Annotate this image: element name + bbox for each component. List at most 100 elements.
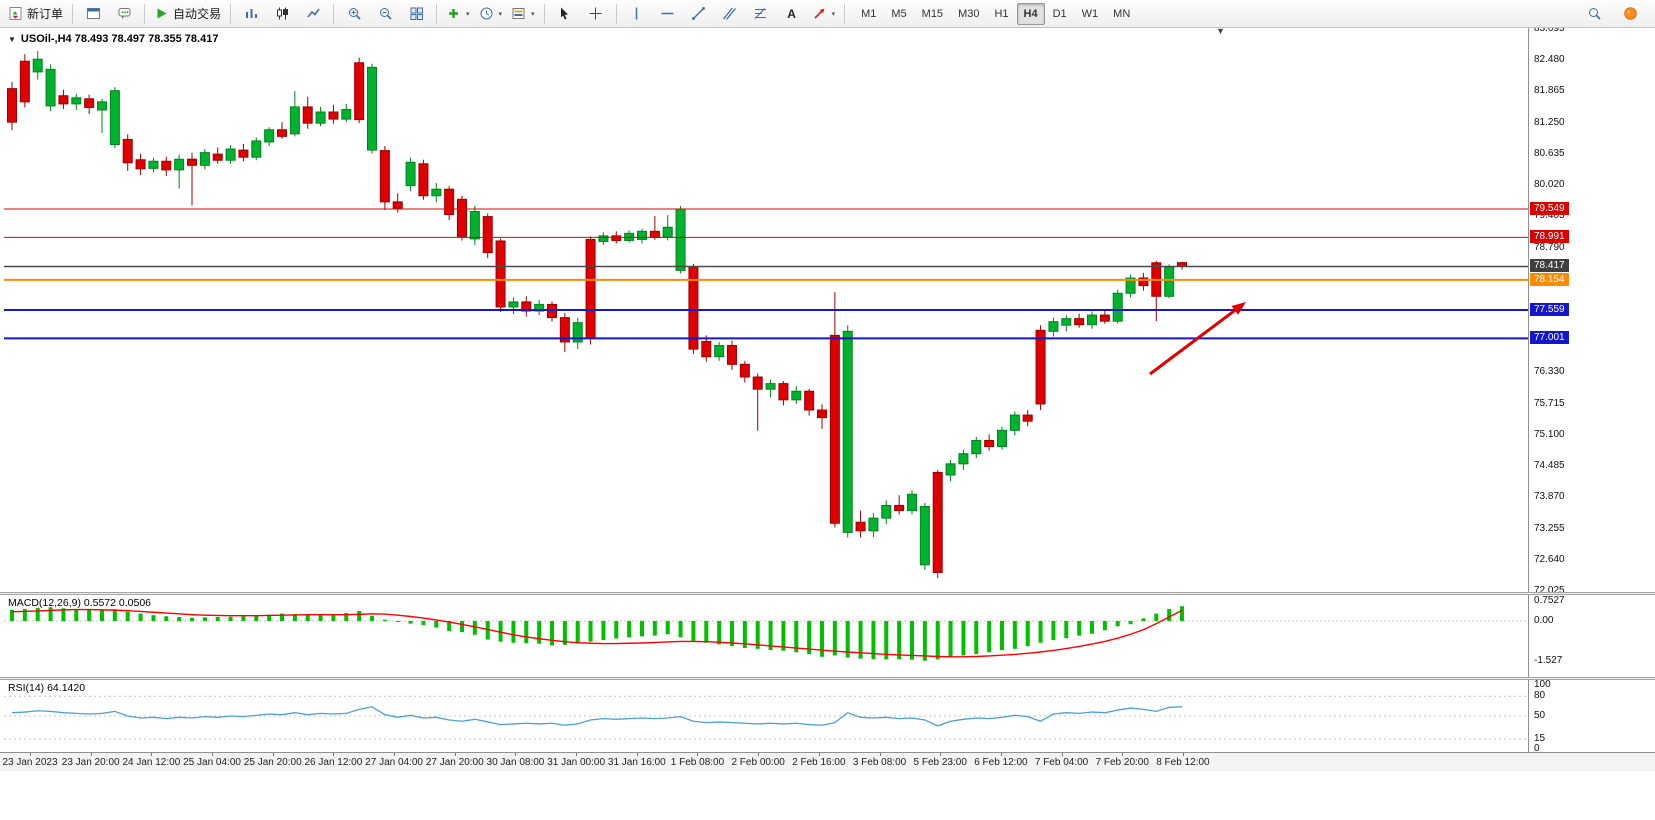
chevron-down-icon: ▾ xyxy=(466,10,470,18)
panel-splitter[interactable] xyxy=(0,592,1655,595)
zoom-in-button[interactable] xyxy=(339,3,369,25)
time-axis-tick xyxy=(758,753,760,756)
rsi-axis[interactable]: 100 80 50 15 0 xyxy=(1528,680,1655,752)
zoom-out-icon xyxy=(379,8,392,20)
timeframe-button-M15[interactable]: M15 xyxy=(921,7,944,20)
line-chart-icon xyxy=(306,8,320,18)
time-axis-label: 27 Jan 04:00 xyxy=(365,757,423,768)
time-axis-label: 31 Jan 00:00 xyxy=(547,757,606,768)
trendline-button[interactable] xyxy=(684,3,714,25)
price-axis[interactable]: 83.095 82.480 81.865 81.250 80.635 80.020 79.4… xyxy=(1528,28,1655,592)
data-window-button[interactable] xyxy=(109,3,139,25)
templates-button[interactable]: ▾ xyxy=(507,3,539,25)
chevron-down-icon: ▾ xyxy=(498,10,503,18)
time-axis-label: 30 Jan 08:00 xyxy=(486,757,545,768)
periods-button[interactable]: ▾ xyxy=(475,3,507,25)
macd-axis-label: -1.527 xyxy=(1534,655,1563,667)
horizontal-line-button[interactable] xyxy=(653,3,683,25)
candlestick-chart-button[interactable] xyxy=(267,3,297,25)
price-axis-label: 78.790 xyxy=(1534,241,1565,253)
timeframe-button-M1[interactable]: M1 xyxy=(861,7,877,20)
time-axis-label: 23 Jan 20:00 xyxy=(61,757,120,768)
chart-title-row: ▼ USOil-,H4 78.493 78.497 78.355 78.417 xyxy=(8,33,218,45)
time-axis-tick xyxy=(1122,753,1124,756)
channel-icon xyxy=(723,7,737,20)
search-button[interactable] xyxy=(1579,3,1609,25)
time-axis-label: 23 Jan 2023 xyxy=(2,757,58,768)
toolbar-separator xyxy=(333,3,335,24)
price-axis-label: 80.020 xyxy=(1534,179,1565,191)
panel-splitter[interactable] xyxy=(0,677,1655,680)
clock-icon xyxy=(480,7,493,20)
price-axis-label: 79.405 xyxy=(1534,210,1565,222)
crosshair-button[interactable] xyxy=(581,3,611,25)
price-badge: 78.154 xyxy=(1530,272,1569,286)
market-watch-icon xyxy=(86,8,100,19)
timeframe-button-MN[interactable]: MN xyxy=(1113,7,1131,20)
timeframe-button-W1[interactable]: W1 xyxy=(1081,7,1099,20)
timeframe-button-H4[interactable]: H4 xyxy=(1016,2,1045,25)
tile-windows-button[interactable] xyxy=(401,3,431,25)
time-axis-tick xyxy=(272,753,274,756)
time-axis-tick xyxy=(90,753,92,756)
time-axis-label: 7 Feb 04:00 xyxy=(1034,757,1089,768)
new-order-icon xyxy=(9,7,22,20)
price-badge: 77.001 xyxy=(1530,331,1569,345)
timeframe-button-D1[interactable]: D1 xyxy=(1052,7,1067,20)
timeframe-button-M30[interactable]: M30 xyxy=(958,7,980,20)
time-axis-label: 1 Feb 08:00 xyxy=(670,757,725,768)
macd-axis[interactable]: 0.7527 0.00 -1.527 xyxy=(1528,595,1655,677)
time-axis-tick xyxy=(394,753,396,756)
chat-bubble-icon xyxy=(118,8,131,19)
price-axis-label: 73.870 xyxy=(1534,491,1565,503)
macd-signal-line xyxy=(11,608,1183,658)
trend-arrow-head[interactable] xyxy=(1231,302,1247,315)
time-axis-tick xyxy=(1000,753,1002,756)
chart-shift-marker[interactable]: ▼ xyxy=(1216,28,1225,36)
time-axis-tick xyxy=(333,753,335,756)
macd-label: MACD(12,26,9) 0.5572 0.0506 xyxy=(8,597,152,609)
autotrading-button[interactable]: 自动交易 xyxy=(150,3,225,25)
cursor-button[interactable] xyxy=(550,3,580,25)
time-axis-label: 26 Jan 12:00 xyxy=(304,757,363,768)
price-axis-label: 81.250 xyxy=(1534,116,1565,128)
rsi-panel: RSI(14) 64.1420 100 80 50 15 0 xyxy=(0,680,1655,752)
time-axis-label: 6 Feb 12:00 xyxy=(974,757,1028,768)
timeframe-button-H1[interactable]: H1 xyxy=(994,7,1009,20)
time-axis-label: 5 Feb 23:00 xyxy=(913,757,967,768)
autotrading-label: 自动交易 xyxy=(173,7,222,21)
time-axis-tick xyxy=(212,753,214,756)
line-chart-button[interactable] xyxy=(298,3,328,25)
template-icon xyxy=(512,8,525,19)
new-order-button[interactable]: 新订单 xyxy=(4,3,67,25)
time-axis-label: 2 Feb 16:00 xyxy=(792,757,846,768)
macd-panel: MACD(12,26,9) 0.5572 0.0506 0.7527 0.00 -1… xyxy=(0,595,1655,677)
time-axis-tick xyxy=(515,753,517,756)
price-chart-panel: ▼ USOil-,H4 78.493 78.497 78.355 78.417 … xyxy=(0,28,1655,592)
time-axis[interactable]: 23 Jan 2023 23 Jan 20:00 24 Jan 12:00 25 Ja… xyxy=(0,752,1655,771)
trend-arrow-annotation[interactable] xyxy=(1149,309,1236,376)
zoom-out-button[interactable] xyxy=(370,3,400,25)
market-watch-button[interactable] xyxy=(78,3,108,25)
arrows-tool-button[interactable]: ▾ xyxy=(808,3,840,25)
price-chart[interactable] xyxy=(0,28,1528,592)
timeframe-button-M5[interactable]: M5 xyxy=(891,7,907,20)
toolbar-separator xyxy=(230,3,232,24)
price-axis-label: 72.025 xyxy=(1534,585,1565,592)
fibonacci-button[interactable] xyxy=(746,3,776,25)
crosshair-icon xyxy=(589,7,602,20)
bar-chart-button[interactable] xyxy=(236,3,266,25)
notifications-button[interactable] xyxy=(1615,3,1645,25)
price-axis-label: 72.640 xyxy=(1534,553,1565,565)
indicators-button[interactable]: ▾ xyxy=(442,3,474,25)
trendline-icon xyxy=(692,7,705,20)
text-tool-button[interactable]: A xyxy=(777,3,807,25)
macd-plot[interactable] xyxy=(0,595,1528,677)
vertical-line-button[interactable] xyxy=(622,3,652,25)
time-axis-label: 31 Jan 16:00 xyxy=(607,757,666,768)
zoom-in-icon xyxy=(348,8,361,20)
toolbar: 新订单 自动交易 xyxy=(0,0,1655,28)
channel-button[interactable] xyxy=(715,3,745,25)
time-axis-tick xyxy=(697,753,699,756)
rsi-plot[interactable] xyxy=(0,680,1528,752)
